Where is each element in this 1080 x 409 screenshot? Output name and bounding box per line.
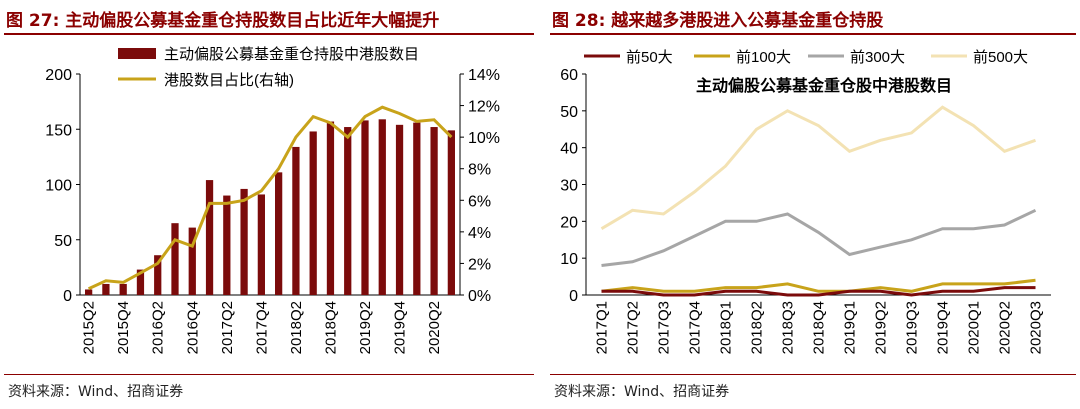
y2-tick-label: 8% xyxy=(468,162,491,179)
figure-title: 越来越多港股进入公募基金重仓持股 xyxy=(611,11,884,31)
bar xyxy=(378,119,386,296)
bar xyxy=(257,194,265,295)
x-tick-label: 2019Q2 xyxy=(873,301,890,354)
bar xyxy=(85,289,93,295)
x-tick-label: 2018Q4 xyxy=(811,301,828,354)
chart-inner-title: 主动偏股公募基金重仓股中港股数目 xyxy=(696,76,952,95)
y-tick-label: 100 xyxy=(45,178,72,195)
figure-label: 图 27: xyxy=(6,11,60,31)
bar xyxy=(395,124,404,295)
bar xyxy=(205,180,214,295)
y-tick-label: 40 xyxy=(560,141,578,158)
source-rule xyxy=(4,374,534,375)
y-tick-label: 0 xyxy=(569,288,578,305)
y2-tick-label: 2% xyxy=(468,256,491,273)
chart-title-right: 图 28: 越来越多港股进入公募基金重仓持股 xyxy=(552,6,883,31)
series-line-top500 xyxy=(600,105,1037,230)
bar xyxy=(344,127,352,295)
x-tick-label: 2018Q2 xyxy=(749,301,766,354)
x-tick-label: 2019Q4 xyxy=(935,301,952,354)
y-tick-label: 50 xyxy=(560,104,578,121)
bar xyxy=(119,283,127,295)
source-rule xyxy=(550,374,1076,375)
source-note: 资料来源：Wind、招商证券 xyxy=(554,384,730,400)
bar xyxy=(102,283,110,295)
legend-label-bar: 主动偏股公募基金重仓持股中港股数目 xyxy=(164,46,419,63)
bar-line-chart: 0 50 100 150 200 0% 2% 4% 6% 8% 10% 12% 14% 2015Q2 201… xyxy=(45,46,500,354)
x-tick-label: 2018Q4 xyxy=(322,301,339,354)
left-panel: 图 27: 主动偏股公募基金重仓持股数目占比近年大幅提升 0 50 100 150 20… xyxy=(0,0,538,409)
series-line-top50 xyxy=(601,286,1036,297)
x-tick-label: 2019Q3 xyxy=(904,301,921,354)
bar xyxy=(154,255,162,295)
ratio-line xyxy=(87,105,453,291)
x-tick-label: 2019Q1 xyxy=(842,301,859,354)
legend-label-line: 港股数目占比(右轴) xyxy=(164,72,294,89)
y-tick-label: 200 xyxy=(45,67,72,84)
y-tick-label: 50 xyxy=(54,233,72,250)
y-tick-label: 150 xyxy=(45,122,72,139)
figure-label: 图 28: xyxy=(552,11,606,31)
y-tick-label: 60 xyxy=(560,67,578,84)
y2-tick-label: 6% xyxy=(468,193,491,210)
x-tick-label: 2017Q2 xyxy=(219,301,236,354)
bar xyxy=(171,223,179,295)
bar xyxy=(292,146,300,295)
bar xyxy=(361,120,369,295)
bar xyxy=(447,130,455,295)
x-tick-label: 2018Q2 xyxy=(288,301,305,354)
legend-label-top500: 前500大 xyxy=(973,49,1028,66)
bar xyxy=(275,172,283,295)
chart-title-left: 图 27: 主动偏股公募基金重仓持股数目占比近年大幅提升 xyxy=(6,6,439,31)
x-tick-label: 2017Q1 xyxy=(594,301,611,354)
bar xyxy=(223,195,231,295)
x-tick-label: 2016Q2 xyxy=(150,301,167,354)
x-tick-label: 2019Q2 xyxy=(357,301,374,354)
x-tick-label: 2016Q4 xyxy=(184,301,201,354)
y-tick-label: 10 xyxy=(560,251,578,268)
x-tick-label: 2017Q2 xyxy=(625,301,642,354)
x-tick-label: 2017Q4 xyxy=(687,301,704,354)
legend-label-top100: 前100大 xyxy=(736,49,791,66)
x-tick-label: 2020Q2 xyxy=(426,301,443,354)
x-tick-label: 2018Q3 xyxy=(780,301,797,354)
x-tick-label: 2015Q2 xyxy=(81,301,98,354)
x-tick-label: 2020Q3 xyxy=(1028,301,1045,354)
bar xyxy=(430,127,438,295)
x-tick-label: 2018Q1 xyxy=(718,301,735,354)
y2-tick-label: 10% xyxy=(468,130,500,147)
x-tick-label: 2015Q4 xyxy=(115,301,132,354)
line-chart: 0 10 20 30 40 50 60 2017Q1 2017Q2 2017Q3 2017Q4 201… xyxy=(560,49,1051,354)
legend-swatch-bar xyxy=(118,48,156,59)
title-rule xyxy=(550,33,1076,35)
y-tick-label: 30 xyxy=(560,178,578,195)
x-tick-label: 2019Q4 xyxy=(392,301,409,354)
x-tick-label: 2017Q3 xyxy=(656,301,673,354)
bar xyxy=(188,227,196,295)
bar xyxy=(326,121,335,295)
x-tick-label: 2020Q2 xyxy=(997,301,1014,354)
y2-tick-label: 4% xyxy=(468,225,491,242)
title-rule xyxy=(4,33,534,35)
legend-label-top50: 前50大 xyxy=(626,49,673,66)
source-note: 资料来源：Wind、招商证券 xyxy=(8,384,184,400)
y2-tick-label: 12% xyxy=(468,99,500,116)
bar xyxy=(309,131,317,295)
right-panel: 图 28: 越来越多港股进入公募基金重仓持股 0 10 20 30 40 50 60 2017… xyxy=(546,0,1080,409)
y-tick-label: 20 xyxy=(560,214,578,231)
x-tick-label: 2017Q4 xyxy=(253,301,270,354)
x-tick-label: 2020Q1 xyxy=(966,301,983,354)
series-line-top100 xyxy=(601,278,1036,293)
figure-title: 主动偏股公募基金重仓持股数目占比近年大幅提升 xyxy=(65,11,440,31)
y2-tick-label: 0% xyxy=(468,288,491,305)
y-tick-label: 0 xyxy=(63,288,72,305)
bar xyxy=(136,269,145,295)
legend-label-top300: 前300大 xyxy=(850,49,905,66)
bar xyxy=(240,188,248,295)
bar xyxy=(413,122,421,296)
y2-tick-label: 14% xyxy=(468,67,500,84)
series-line-top300 xyxy=(601,208,1037,267)
